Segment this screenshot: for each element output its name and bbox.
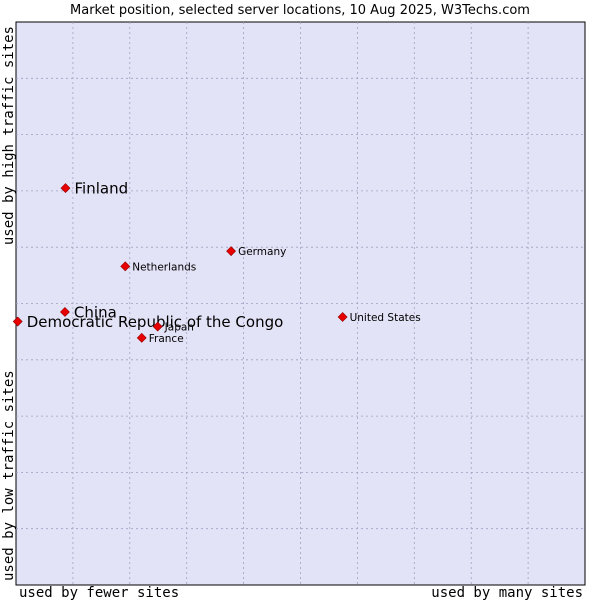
y-axis-label-low: used by low traffic sites xyxy=(1,370,17,581)
point-germany xyxy=(226,246,237,257)
point-france xyxy=(136,332,147,343)
point-china xyxy=(60,307,70,317)
point-label-germany: Germany xyxy=(238,246,286,258)
data-points: Finland Germany Netherlands China United Sta… xyxy=(12,180,421,345)
point-democratic-republic-of-the-congo xyxy=(12,316,23,327)
point-label-finland: Finland xyxy=(75,180,129,198)
x-axis-label-left: used by fewer sites xyxy=(19,585,179,600)
x-axis-label-right: used by many sites xyxy=(431,585,583,600)
point-japan xyxy=(152,321,163,332)
grid-lines xyxy=(16,22,585,585)
point-label-france: France xyxy=(149,333,184,345)
point-label-netherlands: Netherlands xyxy=(132,261,196,273)
point-united-states xyxy=(337,312,348,322)
point-label-china: China xyxy=(74,303,117,321)
y-axis-label-high: used by high traffic sites xyxy=(1,26,17,245)
point-label-united-states: United States xyxy=(350,312,421,324)
chart-title: Market position, selected server locatio… xyxy=(70,3,530,18)
point-finland xyxy=(60,183,71,194)
point-label-japan: Japan xyxy=(164,322,194,334)
point-netherlands xyxy=(120,261,131,272)
point-label-democratic-republic-of-the-congo: Democratic Republic of the Congo xyxy=(27,313,284,331)
